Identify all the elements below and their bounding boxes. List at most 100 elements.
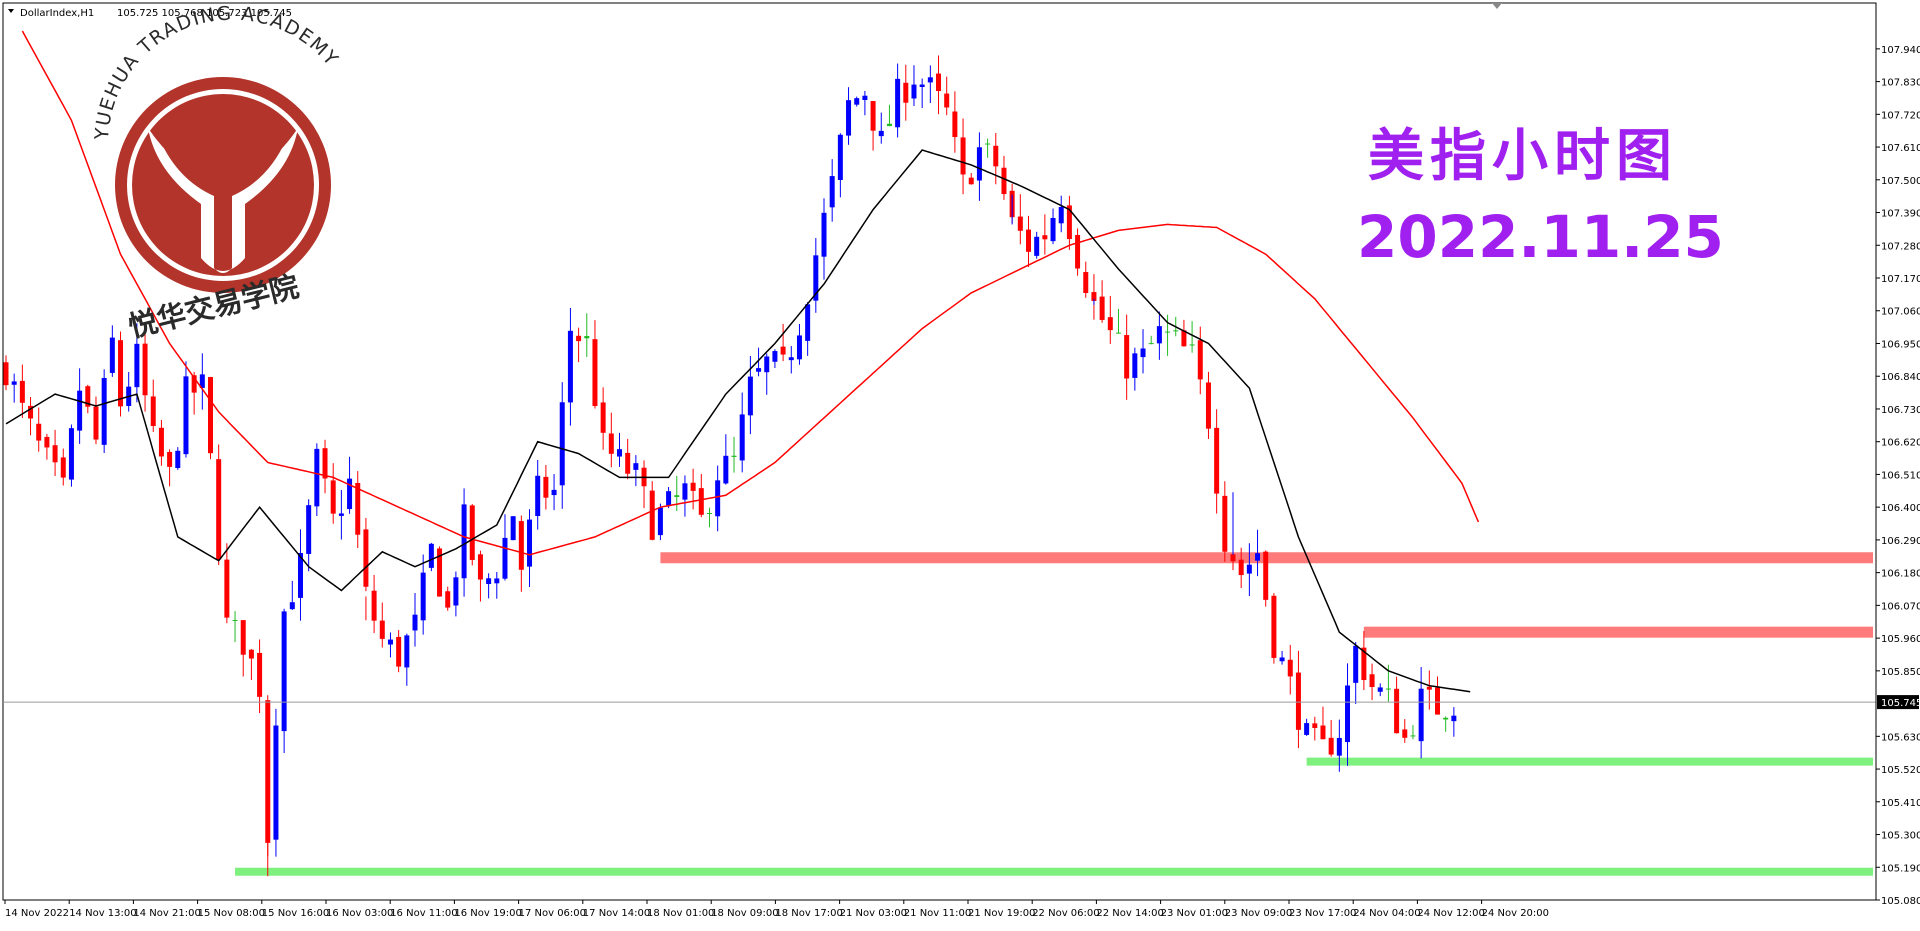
candle <box>1255 529 1261 577</box>
candle-body <box>1345 685 1351 743</box>
candle-body <box>682 483 688 500</box>
candle <box>437 546 443 597</box>
x-tick-label: 16 Nov 11:00 <box>390 908 457 919</box>
candle-body <box>723 455 729 484</box>
candle-body <box>453 577 459 606</box>
candle <box>1181 319 1187 347</box>
candle <box>404 633 410 686</box>
candle <box>1263 550 1269 607</box>
candle <box>944 76 950 116</box>
candle-body <box>993 145 999 167</box>
candle <box>1287 644 1293 695</box>
symbol-label: DollarIndex,H1 <box>20 8 94 19</box>
candle-body <box>837 134 843 181</box>
y-tick-label: 107.500 <box>1881 176 1920 187</box>
candle-body <box>625 452 631 474</box>
candle-body <box>502 537 508 579</box>
candle <box>862 90 868 116</box>
candle <box>322 439 328 494</box>
candle-body <box>387 639 393 645</box>
candle-body <box>903 82 909 103</box>
candle-body <box>1353 645 1359 683</box>
candle-body <box>1148 343 1154 345</box>
candle-body <box>1222 495 1228 552</box>
candle <box>93 396 99 445</box>
candle-body <box>273 725 279 840</box>
x-tick-label: 18 Nov 01:00 <box>647 908 714 919</box>
candle-body <box>772 351 778 362</box>
x-tick-label: 23 Nov 17:00 <box>1289 908 1356 919</box>
candle <box>592 320 598 409</box>
candle <box>175 447 181 470</box>
candle <box>1066 195 1072 250</box>
candle-body <box>19 380 25 403</box>
x-tick-label: 22 Nov 06:00 <box>1032 908 1099 919</box>
candle-body <box>1156 326 1162 344</box>
candle <box>265 695 271 857</box>
candle-body <box>1017 216 1023 231</box>
candle-body <box>109 337 115 373</box>
y-tick-label: 105.520 <box>1881 765 1920 776</box>
candle <box>494 571 500 599</box>
candle-body <box>1287 659 1293 677</box>
candle-body <box>297 553 303 598</box>
candle-body <box>461 504 467 579</box>
candle <box>330 463 336 524</box>
candle <box>1091 274 1097 320</box>
y-tick-label: 107.610 <box>1881 143 1920 154</box>
candle-body <box>576 335 582 342</box>
candle <box>1124 314 1130 400</box>
chart-date: 2022.11.25 <box>1357 203 1724 271</box>
candle-body <box>36 423 42 441</box>
candle-body <box>420 572 426 621</box>
dropdown-arrow-icon[interactable] <box>8 9 14 13</box>
candle <box>1426 670 1432 710</box>
candle <box>1148 335 1154 345</box>
candle <box>134 323 140 403</box>
candle <box>1279 650 1285 665</box>
candle-body <box>208 377 213 454</box>
candle <box>756 347 762 377</box>
ma-fast-line <box>5 149 1471 693</box>
candle-body <box>347 478 353 510</box>
y-tick-label: 105.850 <box>1881 667 1920 678</box>
candle-body <box>518 521 524 570</box>
candle <box>1156 311 1162 360</box>
candle-body <box>764 356 770 373</box>
candle <box>1402 719 1408 743</box>
candle <box>985 138 991 158</box>
candle <box>314 443 320 516</box>
candle <box>1271 593 1277 664</box>
x-tick-label: 23 Nov 01:00 <box>1161 908 1228 919</box>
x-tick-label: 21 Nov 11:00 <box>904 908 971 919</box>
candle-body <box>379 620 385 639</box>
candle-body <box>445 591 451 608</box>
x-tick-label: 14 Nov 13:00 <box>69 908 136 919</box>
candle <box>469 503 475 566</box>
candle-body <box>1058 207 1064 224</box>
candle <box>911 65 917 107</box>
scroll-marker-icon[interactable] <box>1492 3 1502 9</box>
chart-title: 美指小时图 <box>1368 124 1678 189</box>
candle <box>608 412 614 468</box>
candle <box>1140 329 1146 374</box>
x-tick-label: 15 Nov 16:00 <box>262 908 329 919</box>
candle <box>1435 676 1440 715</box>
candle-body <box>437 548 443 597</box>
candle-body <box>371 590 377 621</box>
candle-body <box>1361 647 1367 681</box>
candle-body <box>854 98 860 105</box>
x-tick-label: 17 Nov 14:00 <box>583 908 650 919</box>
candle <box>273 708 279 857</box>
candle <box>224 543 230 624</box>
candle <box>788 346 794 374</box>
candle-body <box>510 516 516 541</box>
y-tick-label: 105.410 <box>1881 798 1920 809</box>
candle-body <box>240 620 246 655</box>
candle-body <box>330 480 336 514</box>
y-tick-label: 107.170 <box>1881 274 1920 285</box>
candle <box>306 499 312 572</box>
candle <box>1345 663 1351 766</box>
